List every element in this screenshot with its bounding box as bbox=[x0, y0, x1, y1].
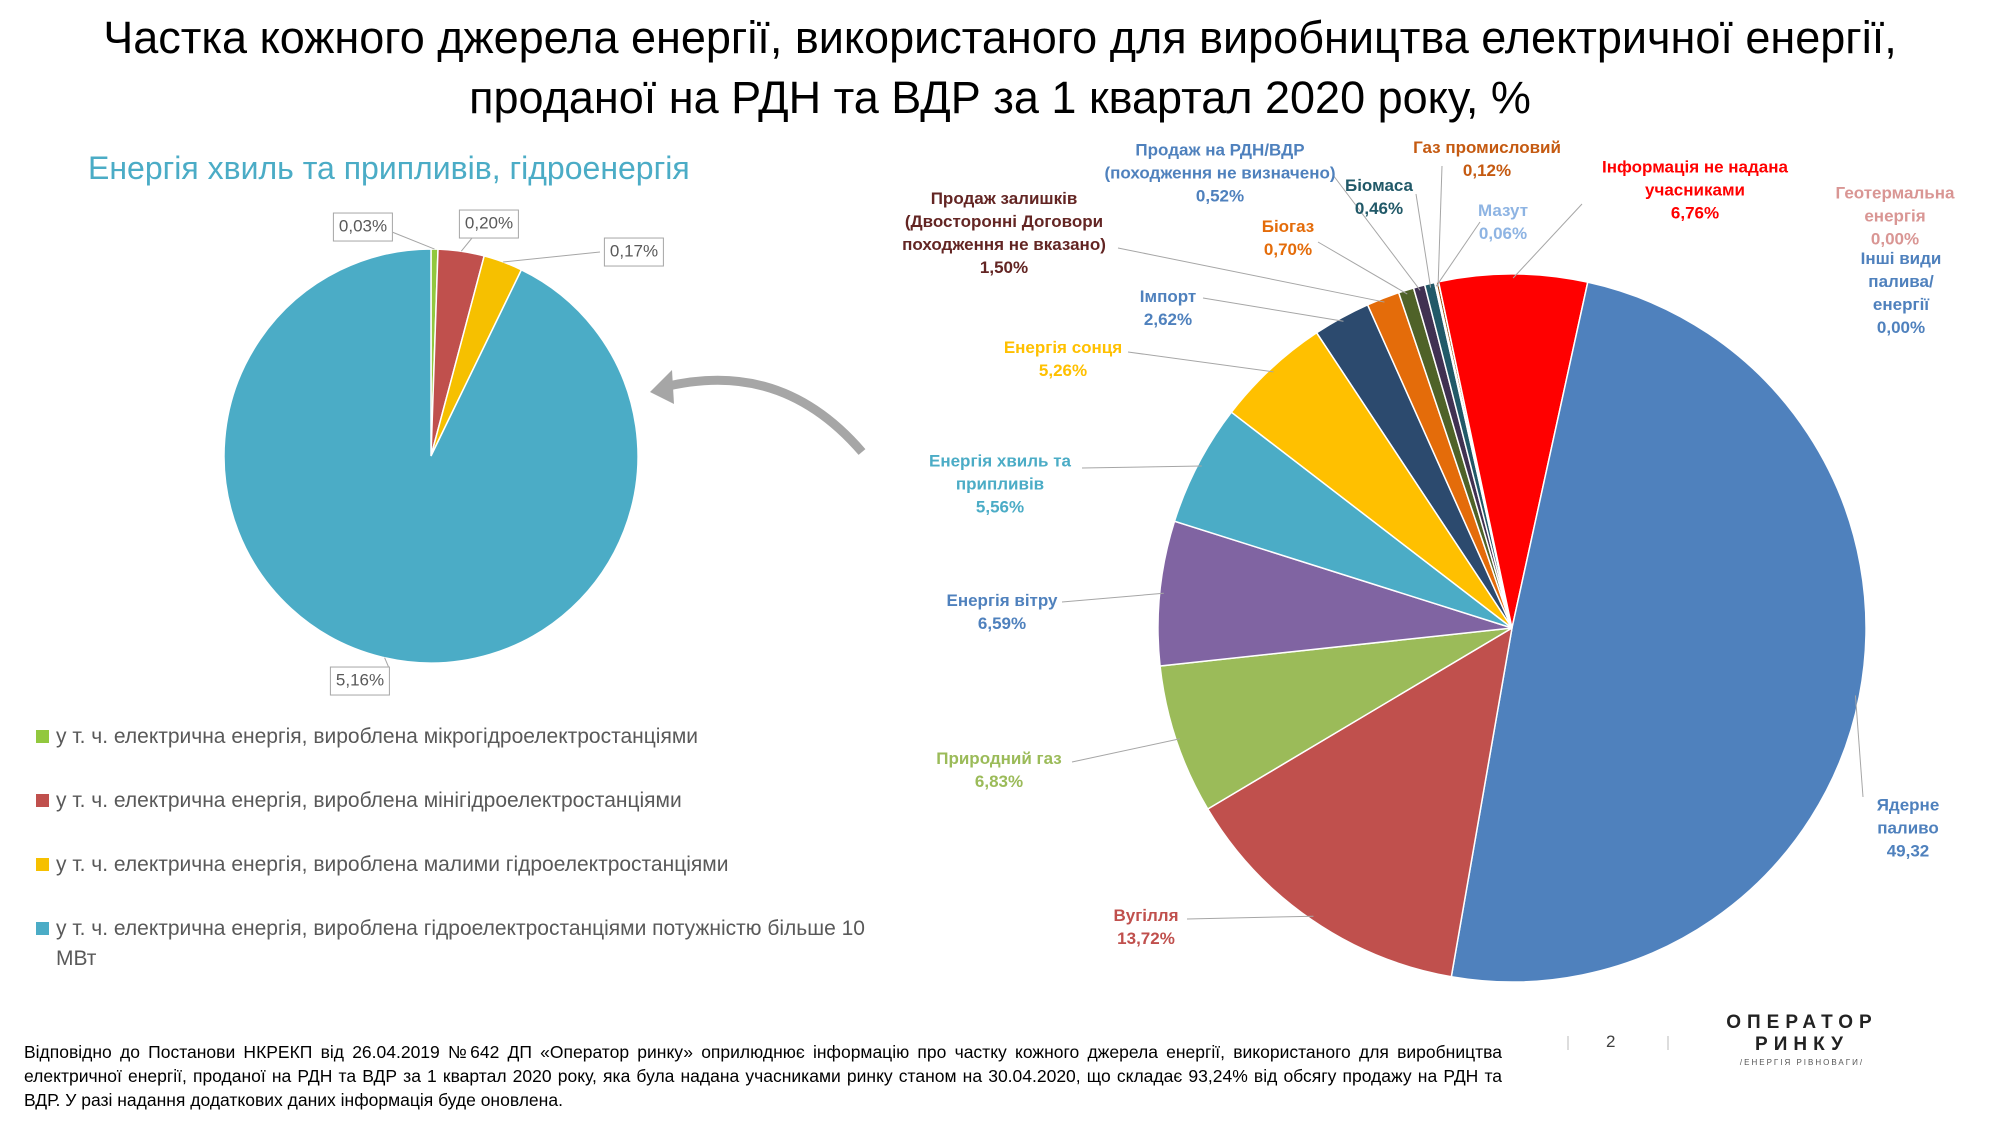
value-label: 5,26% bbox=[1038, 361, 1088, 380]
legend-swatch bbox=[36, 922, 49, 935]
category-label: Енергія сонця bbox=[1003, 338, 1123, 358]
leader-line bbox=[503, 251, 601, 263]
data-label: Геотермальна енергія 0,00% bbox=[1836, 183, 1955, 252]
category-label: Продаж на РДН/ВДР (походження не визначе… bbox=[1104, 140, 1336, 183]
legend-label: у т. ч. електрична енергія, вироблена мі… bbox=[56, 725, 698, 748]
leader-line bbox=[1317, 241, 1408, 295]
page-number: 2 bbox=[1606, 1032, 1616, 1051]
category-label: Газ промисловий bbox=[1413, 138, 1561, 158]
data-label: Біогаз 0,70% bbox=[1262, 216, 1315, 262]
category-label: Імпорт bbox=[1139, 287, 1197, 307]
data-label: 5,16% bbox=[329, 666, 391, 696]
value-label: 0,46% bbox=[1354, 199, 1404, 218]
logo-text: РИНКУ bbox=[1755, 1034, 1849, 1055]
pie-slice bbox=[1437, 273, 1589, 629]
value-label: 0,06% bbox=[1478, 224, 1528, 243]
leader-line bbox=[1117, 247, 1385, 303]
legend-item: у т. ч. електрична енергія, вироблена мі… bbox=[34, 786, 876, 816]
value-label: 0,00% bbox=[1870, 229, 1920, 249]
leader-line bbox=[384, 657, 390, 669]
data-label: Вугілля 13,72% bbox=[1113, 905, 1178, 951]
leader-line bbox=[1415, 193, 1432, 288]
data-label: 0,03% bbox=[332, 212, 394, 242]
leader-line bbox=[391, 231, 435, 250]
data-label: Продаж на РДН/ВДР (походження не визначе… bbox=[1104, 140, 1335, 209]
title: Частка кожного джерела енергії, використ… bbox=[103, 12, 1897, 123]
pie-slice bbox=[1206, 626, 1514, 978]
category-label: Продаж залишків (Двосторонні Договори по… bbox=[902, 189, 1106, 254]
value-label: 13,72% bbox=[1117, 929, 1175, 948]
data-label: Імпорт 2,62% bbox=[1140, 286, 1196, 332]
data-label: Природний газ 6,83% bbox=[936, 748, 1061, 794]
legend-item: у т. ч. електрична енергія, вироблена ма… bbox=[34, 850, 876, 880]
pie-slice bbox=[1230, 331, 1513, 629]
footnote: Відповідно до Постанови НКРЕКП від 26.04… bbox=[24, 1042, 1502, 1111]
category-label: Геотермальна енергія bbox=[1835, 183, 1955, 226]
leader-line bbox=[1437, 165, 1443, 286]
category-label: Інші види палива/енергії bbox=[1860, 249, 1942, 314]
category-label: Енергія хвиль та припливів bbox=[928, 451, 1072, 494]
leader-line bbox=[1512, 203, 1583, 279]
leader-line bbox=[1854, 695, 1864, 798]
leader-line bbox=[1081, 465, 1202, 469]
category-label: Біогаз bbox=[1261, 217, 1315, 237]
legend-label: у т. ч. електрична енергія, вироблена ма… bbox=[56, 853, 729, 876]
leader-line bbox=[1186, 915, 1314, 920]
data-label: Ядерне паливо 49,32 bbox=[1862, 795, 1954, 864]
leader-line bbox=[1071, 738, 1181, 763]
legend-swatch bbox=[36, 730, 49, 743]
data-label: Інші види палива/енергії 0,00% bbox=[1852, 248, 1951, 340]
category-label: Ядерне паливо bbox=[1876, 795, 1940, 838]
pie-slice bbox=[1157, 520, 1513, 667]
value-label: 6,83% bbox=[974, 772, 1024, 791]
leader-line bbox=[460, 237, 473, 252]
data-label: Біомаса 0,46% bbox=[1345, 175, 1413, 221]
leader-line bbox=[1332, 174, 1421, 291]
leader-line bbox=[1435, 221, 1481, 287]
legend-label: у т. ч. електрична енергія, вироблена мі… bbox=[56, 789, 682, 812]
value-label: 0,52% bbox=[1195, 186, 1245, 206]
logo-text: ОПЕРАТОР bbox=[1726, 1012, 1878, 1033]
leader-line bbox=[1202, 297, 1344, 322]
data-label: Мазут 0,06% bbox=[1478, 200, 1528, 246]
category-label: Мазут bbox=[1477, 201, 1529, 221]
value-label: 0,12% bbox=[1462, 161, 1512, 180]
data-label: Газ промисловий 0,12% bbox=[1413, 137, 1561, 183]
data-label: Продаж залишків (Двосторонні Договори по… bbox=[902, 188, 1106, 280]
value-label: 1,50% bbox=[979, 257, 1029, 277]
category-label: Природний газ bbox=[936, 749, 1062, 769]
category-label: Вугілля bbox=[1113, 906, 1179, 926]
data-label: 0,20% bbox=[458, 209, 520, 239]
value-label: 0,70% bbox=[1263, 240, 1313, 259]
category-label: Енергія вітру bbox=[946, 591, 1058, 611]
value-label: 5,56% bbox=[975, 497, 1025, 517]
data-label: Енергія вітру 6,59% bbox=[946, 590, 1057, 636]
logo-tagline: /ЕНЕРГІЯ РІВНОВАГИ/ bbox=[1739, 1058, 1865, 1067]
arrow bbox=[658, 375, 866, 455]
value-label: 2,62% bbox=[1143, 310, 1193, 329]
arrow-head bbox=[650, 370, 674, 404]
legend-swatch bbox=[36, 794, 49, 807]
data-label: Енергія хвиль та припливів 5,56% bbox=[929, 451, 1071, 520]
leader-line bbox=[1061, 592, 1164, 603]
category-label: Інформація не надана учасниками bbox=[1602, 157, 1788, 200]
value-label: 0,00% bbox=[1876, 317, 1926, 337]
pie-slice bbox=[1450, 281, 1867, 983]
data-label: 0,17% bbox=[603, 237, 665, 267]
chart-title: Енергія хвиль та припливів, гідроенергія bbox=[88, 150, 690, 186]
value-label: 49,32 bbox=[1886, 841, 1930, 861]
legend-label: у т. ч. електрична енергія, вироблена гі… bbox=[56, 917, 865, 971]
data-label: Інформація не надана учасниками 6,76% bbox=[1602, 157, 1788, 226]
data-label: Енергія сонця 5,26% bbox=[1004, 337, 1122, 383]
pie-slice bbox=[223, 248, 639, 664]
category-label: Біомаса bbox=[1344, 176, 1414, 196]
leader-line bbox=[1127, 351, 1274, 373]
legend-item: у т. ч. електрична енергія, вироблена гі… bbox=[34, 914, 876, 975]
value-label: 6,59% bbox=[977, 614, 1027, 633]
legend-item: у т. ч. електрична енергія, вироблена мі… bbox=[34, 722, 876, 752]
value-label: 6,76% bbox=[1670, 203, 1720, 223]
legend-swatch bbox=[36, 858, 49, 871]
